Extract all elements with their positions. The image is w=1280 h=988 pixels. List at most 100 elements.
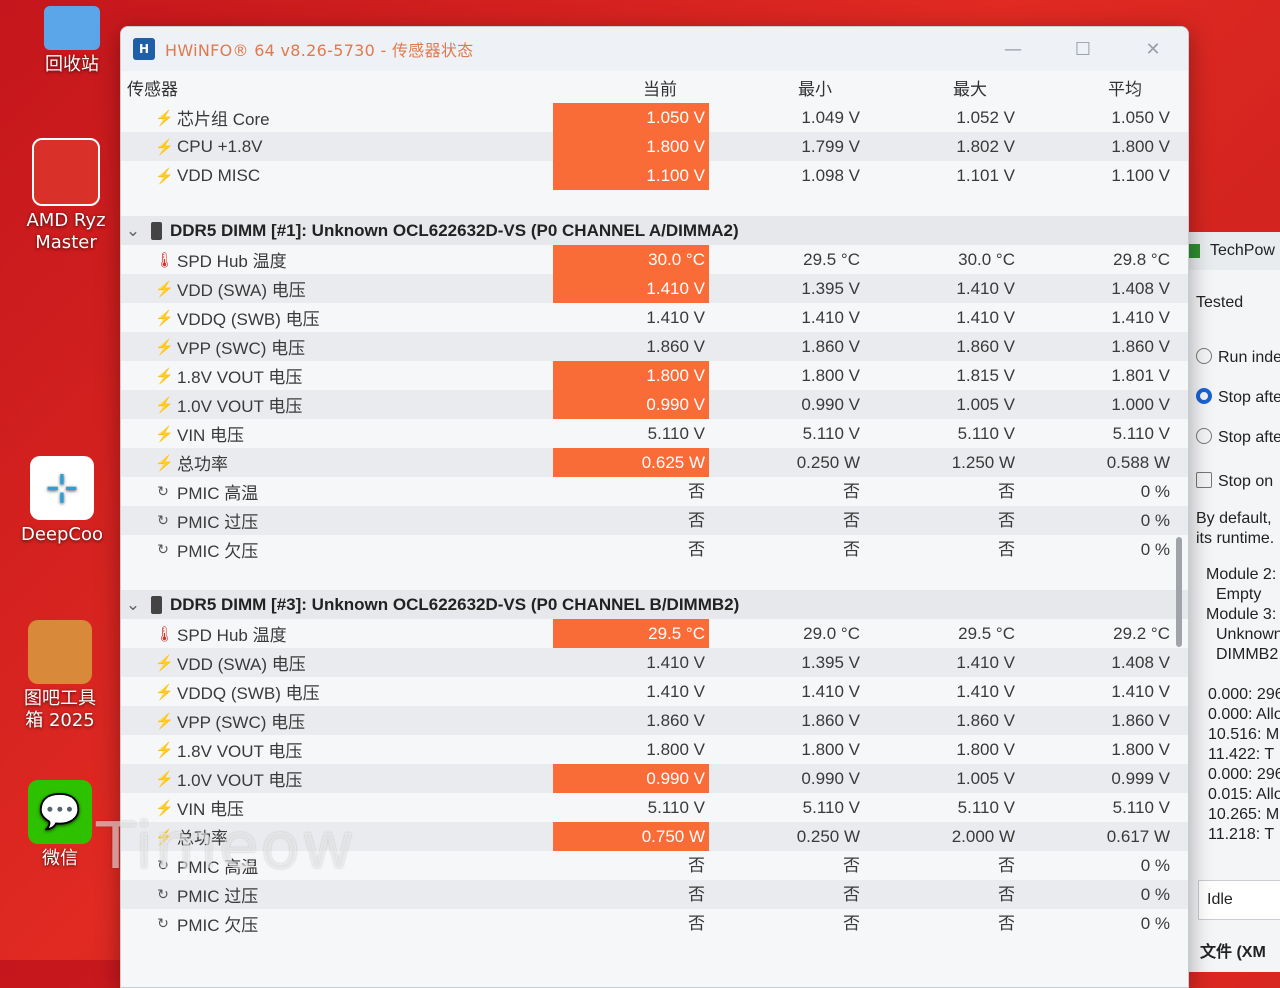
- lightning-icon: ⚡: [155, 338, 174, 356]
- desktop-icon-label: DeepCoo: [20, 524, 104, 545]
- sensor-group-header[interactable]: ⌄ DDR5 DIMM [#3]: Unknown OCL622632D-VS (…: [121, 590, 1188, 619]
- value-current: 5.110 V: [647, 424, 705, 443]
- radio-icon: [1196, 428, 1212, 444]
- value-max: 1.860 V: [956, 711, 1015, 730]
- value-max: 29.5 °C: [958, 624, 1015, 643]
- value-current: 否: [688, 914, 705, 933]
- sensor-name-cell: ⚡ VDDQ (SWB) 电压: [121, 305, 553, 330]
- sensor-row[interactable]: ↻ PMIC 过压 否 否 否 0 %: [121, 880, 1188, 909]
- sensor-name: PMIC 欠压: [177, 542, 259, 561]
- value-avg: 0 %: [1140, 856, 1170, 875]
- option-stop-after-2[interactable]: Stop afte: [1196, 428, 1280, 447]
- sensor-row[interactable]: ⚡ VIN 电压 5.110 V 5.110 V 5.110 V 5.110 V: [121, 419, 1188, 448]
- sensor-row[interactable]: ⚡ VDDQ (SWB) 电压 1.410 V 1.410 V 1.410 V 1.410…: [121, 303, 1188, 332]
- checkbox-stop-on[interactable]: Stop on: [1196, 472, 1273, 491]
- bottom-menu-label[interactable]: 文件 (XM: [1200, 944, 1266, 961]
- description-line-1: By default,: [1196, 510, 1272, 527]
- value-current: 29.5 °C: [553, 619, 709, 648]
- hwinfo-sensor-window: H HWiNFO® 64 v8.26-5730 - 传感器状态 — ☐ ✕ 传感…: [120, 26, 1189, 988]
- sensor-row[interactable]: ⚡ VDD (SWA) 电压 1.410 V 1.395 V 1.410 V 1.408 …: [121, 274, 1188, 303]
- scrollbar-thumb[interactable]: [1176, 537, 1182, 647]
- log-line: 10.516: M: [1208, 726, 1280, 743]
- sensor-row[interactable]: ⚡ VDD MISC 1.100 V 1.098 V 1.101 V 1.100 V: [121, 161, 1188, 190]
- sensor-name-cell: ⚡ VIN 电压: [121, 795, 553, 820]
- value-min: 否: [843, 885, 860, 904]
- value-min: 0.250 W: [796, 827, 860, 846]
- sensor-name-cell: ⚡ VDDQ (SWB) 电压: [121, 679, 553, 704]
- desktop-icon-wechat[interactable]: 💬 微信: [10, 780, 110, 870]
- sensor-row[interactable]: ⚡ 总功率 0.625 W 0.250 W 1.250 W 0.588 W: [121, 448, 1188, 477]
- value-max: 1.250 W: [951, 453, 1015, 472]
- value-current: 1.860 V: [646, 711, 705, 730]
- sensor-row[interactable]: ↻ PMIC 欠压 否 否 否 0 %: [121, 535, 1188, 564]
- desktop-icon-tuba-toolbox[interactable]: 图吧工具箱 2025: [10, 620, 110, 732]
- memory-module-icon: [151, 221, 162, 240]
- sensor-row[interactable]: ⚡ VPP (SWC) 电压 1.860 V 1.860 V 1.860 V 1.860 …: [121, 332, 1188, 361]
- lightning-icon: ⚡: [155, 396, 174, 414]
- sensor-row[interactable]: ⚡ VIN 电压 5.110 V 5.110 V 5.110 V 5.110 V: [121, 793, 1188, 822]
- column-header-current[interactable]: 当前: [643, 79, 677, 99]
- recycle-bin-icon: [44, 6, 100, 50]
- sensor-row[interactable]: ⚡ 总功率 0.750 W 0.250 W 2.000 W 0.617 W: [121, 822, 1188, 851]
- sensor-row[interactable]: ⚡ VDDQ (SWB) 电压 1.410 V 1.410 V 1.410 V 1.410…: [121, 677, 1188, 706]
- option-stop-after-1[interactable]: Stop afte: [1196, 388, 1280, 407]
- sensor-row[interactable]: ⚡ 1.8V VOUT 电压 1.800 V 1.800 V 1.815 V 1.801 …: [121, 361, 1188, 390]
- lightning-icon: ⚡: [155, 309, 174, 327]
- sensor-name-cell: ⚡ 1.8V VOUT 电压: [121, 737, 553, 762]
- column-header-min[interactable]: 最小: [798, 79, 832, 99]
- column-header-sensor[interactable]: 传感器: [127, 79, 178, 99]
- sensor-row[interactable]: ⚡ 芯片组 Core 1.050 V 1.049 V 1.052 V 1.050 V: [121, 103, 1188, 132]
- value-current: 5.110 V: [647, 798, 705, 817]
- sensor-name: 1.0V VOUT 电压: [177, 397, 303, 416]
- maximize-button[interactable]: ☐: [1074, 38, 1092, 60]
- value-current: 30.0 °C: [553, 245, 709, 274]
- desktop-icon-recycle-bin[interactable]: 回收站: [22, 6, 122, 76]
- sensor-row[interactable]: ⚡ VPP (SWC) 电压 1.860 V 1.860 V 1.860 V 1.860 …: [121, 706, 1188, 735]
- techpowerup-window: TechPow Tested Run inde Stop afte Stop a…: [1177, 232, 1280, 972]
- value-current: 1.800 V: [553, 132, 709, 161]
- sensor-name-cell: ⚡ VPP (SWC) 电压: [121, 708, 553, 733]
- desktop-icon-deepcool[interactable]: ⊹ DeepCoo: [12, 456, 112, 546]
- value-max: 1.101 V: [956, 166, 1015, 185]
- sensor-row[interactable]: ⚡ 1.8V VOUT 电压 1.800 V 1.800 V 1.800 V 1.800 …: [121, 735, 1188, 764]
- chevron-down-icon[interactable]: ⌄: [125, 220, 141, 240]
- chevron-down-icon[interactable]: ⌄: [125, 594, 141, 614]
- sensor-row[interactable]: ↻ PMIC 高温 否 否 否 0 %: [121, 477, 1188, 506]
- sensor-row[interactable]: ↻ PMIC 欠压 否 否 否 0 %: [121, 909, 1188, 938]
- value-avg: 0.588 W: [1106, 453, 1170, 472]
- value-current: 否: [688, 482, 705, 501]
- value-min: 0.250 W: [796, 453, 860, 472]
- value-min: 1.799 V: [801, 137, 860, 156]
- tested-label: Tested: [1196, 294, 1244, 311]
- sensor-name: 总功率: [177, 455, 228, 474]
- desktop-icon-amd-ryzen-master[interactable]: AMD Ryz Master: [16, 138, 116, 254]
- sensor-row[interactable]: 🌡 SPD Hub 温度 30.0 °C 29.5 °C 30.0 °C 29.8 °C: [121, 245, 1188, 274]
- sensor-group-header[interactable]: ⌄ DDR5 DIMM [#1]: Unknown OCL622632D-VS (…: [121, 216, 1188, 245]
- sensor-row[interactable]: 🌡 SPD Hub 温度 29.5 °C 29.0 °C 29.5 °C 29.2 °C: [121, 619, 1188, 648]
- sensor-row[interactable]: ↻ PMIC 过压 否 否 否 0 %: [121, 506, 1188, 535]
- column-header-avg[interactable]: 平均: [1108, 79, 1142, 99]
- radio-selected-icon: [1196, 388, 1212, 404]
- value-min: 1.098 V: [801, 166, 860, 185]
- hwinfo-app-icon: H: [133, 38, 155, 60]
- log-line: 0.000: Allo: [1208, 706, 1280, 723]
- sensor-row[interactable]: ⚡ 1.0V VOUT 电压 0.990 V 0.990 V 1.005 V 0.999 …: [121, 764, 1188, 793]
- value-avg: 1.410 V: [1111, 308, 1170, 327]
- sensor-row[interactable]: ⚡ 1.0V VOUT 电压 0.990 V 0.990 V 1.005 V 1.000 …: [121, 390, 1188, 419]
- minimize-button[interactable]: —: [1004, 38, 1022, 60]
- sensor-row[interactable]: ⚡ CPU +1.8V 1.800 V 1.799 V 1.802 V 1.800 V: [121, 132, 1188, 161]
- value-current: 1.410 V: [646, 653, 705, 672]
- sensor-row[interactable]: ↻ PMIC 高温 否 否 否 0 %: [121, 851, 1188, 880]
- option-run-indefinitely[interactable]: Run inde: [1196, 348, 1280, 367]
- lightning-icon: ⚡: [155, 799, 174, 817]
- sensor-row[interactable]: ⚡ VDD (SWA) 电压 1.410 V 1.395 V 1.410 V 1.408 …: [121, 648, 1188, 677]
- value-current: 1.410 V: [646, 308, 705, 327]
- value-current: 1.410 V: [553, 274, 709, 303]
- close-button[interactable]: ✕: [1145, 38, 1161, 60]
- column-header-max[interactable]: 最大: [953, 79, 987, 99]
- sensor-name-cell: ⚡ 芯片组 Core: [121, 105, 553, 130]
- value-min: 1.410 V: [801, 682, 860, 701]
- value-avg: 1.800 V: [1111, 137, 1170, 156]
- sensor-name-cell: 🌡 SPD Hub 温度: [121, 621, 553, 646]
- module-line: Module 3:: [1206, 606, 1277, 623]
